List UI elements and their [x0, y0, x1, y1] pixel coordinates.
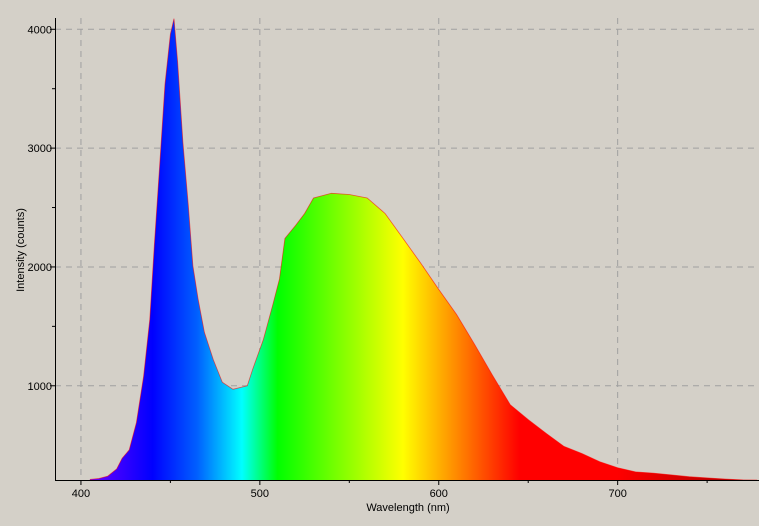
y-tick-label: 2000	[28, 262, 52, 274]
x-tick-label: 700	[608, 488, 626, 500]
y-axis-label: Intensity (counts)	[15, 208, 27, 292]
y-tick-label: 3000	[28, 143, 52, 155]
x-tick-label: 600	[430, 488, 448, 500]
y-tick-label: 4000	[28, 24, 52, 36]
x-tick-label: 500	[251, 488, 269, 500]
tick-labels: 400 500 600 700 1000 2000 3000 4000	[28, 24, 627, 500]
spectrum-area	[89, 18, 758, 480]
spectrum-outline	[89, 18, 758, 480]
x-axis-label: Wavelength (nm)	[366, 502, 449, 514]
y-tick-label: 1000	[28, 381, 52, 393]
axes	[50, 18, 759, 485]
series-layer	[89, 18, 758, 480]
x-tick-label: 400	[72, 488, 90, 500]
